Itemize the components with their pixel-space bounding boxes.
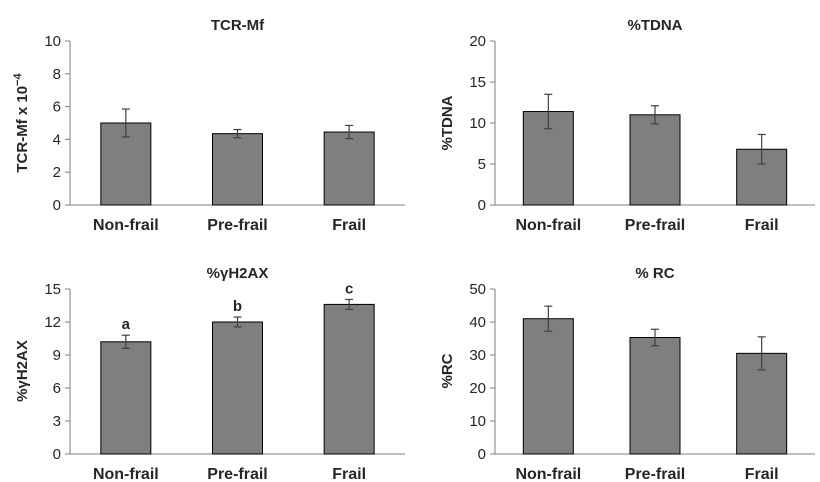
y-tick-label: 2 (53, 164, 61, 181)
x-tick-label: Frail (332, 217, 366, 234)
x-tick-label: Non-frail (515, 466, 581, 482)
significance-label: c (345, 280, 353, 297)
chart-title: % RC (635, 265, 674, 282)
x-tick-label: Frail (745, 217, 779, 234)
y-axis-label: %TDNA (439, 95, 456, 150)
y-tick-label: 0 (478, 446, 486, 463)
bar-pre-frail (629, 114, 681, 206)
x-tick-label: Pre-frail (207, 217, 267, 234)
x-tick-label: Non-frail (515, 217, 581, 234)
x-tick-label: Non-frail (93, 466, 159, 482)
bar-frail (323, 303, 375, 455)
y-tick-label: 5 (478, 156, 486, 173)
y-tick-label: 40 (469, 314, 486, 331)
bar-pre-frail (212, 321, 263, 455)
x-tick-label: Pre-frail (625, 217, 685, 234)
y-axis-label: TCR-Mf x 10−4 (12, 73, 31, 173)
bar-non-frail (522, 318, 574, 455)
y-tick-label: 20 (469, 380, 486, 397)
x-tick-label: Frail (332, 466, 366, 482)
y-tick-label: 4 (53, 131, 61, 148)
bar-pre-frail (629, 337, 681, 455)
y-tick-label: 0 (53, 197, 61, 214)
y-axis-label-text: %TDNA (439, 95, 456, 150)
y-tick-label: 6 (53, 99, 61, 116)
panel-tdna: %TDNA 0 5 10 15 20 %TDNA Non-frail Pre-frail Frai… (439, 17, 815, 234)
chart-title: %γH2AX (207, 265, 269, 282)
y-tick-label: 15 (469, 74, 486, 91)
y-axis-label-exponent: −4 (12, 73, 24, 86)
y-tick-label: 50 (469, 281, 486, 298)
x-tick-label: Non-frail (93, 217, 159, 234)
y-tick-label: 10 (469, 115, 486, 132)
y-axis-label-text: %RC (439, 353, 456, 388)
y-tick-label: 10 (44, 33, 61, 50)
y-tick-label: 20 (469, 33, 486, 50)
y-axis-label-text: TCR-Mf x 10 (14, 86, 31, 173)
y-tick-label: 0 (478, 197, 486, 214)
panel-rc: % RC 0 10 20 30 40 50 %RC Non-frail Pre-frail Frai… (439, 265, 815, 482)
bar-non-frail (100, 341, 152, 455)
chart-title: TCR-Mf (211, 17, 265, 34)
x-tick-label: Frail (745, 466, 779, 482)
y-tick-label: 12 (44, 314, 61, 331)
y-tick-label: 0 (53, 446, 61, 463)
bar-pre-frail (212, 133, 263, 206)
y-tick-label: 6 (53, 380, 61, 397)
panel-gh2ax: %γH2AX 0 3 6 9 12 15 %γH2AX Non-frail a Pre-frail b… (14, 265, 405, 482)
bar-frail (323, 131, 375, 206)
significance-label: b (233, 298, 242, 315)
y-axis-label: %RC (439, 353, 456, 388)
chart-title: %TDNA (628, 17, 683, 34)
y-tick-label: 8 (53, 66, 61, 83)
significance-label: a (122, 316, 131, 333)
y-tick-label: 9 (53, 347, 61, 364)
y-tick-label: 15 (44, 281, 61, 298)
y-tick-label: 10 (469, 413, 486, 430)
x-tick-label: Pre-frail (207, 466, 267, 482)
y-tick-label: 30 (469, 347, 486, 364)
y-axis-label: %γH2AX (14, 340, 31, 402)
panel-tcr-mf: TCR-Mf 0 2 4 6 8 10 TCR-Mf x 10−4 Non-frail Pre-f… (12, 17, 405, 234)
y-tick-label: 3 (53, 413, 61, 430)
y-axis-label-text: %γH2AX (14, 340, 31, 402)
x-tick-label: Pre-frail (625, 466, 685, 482)
